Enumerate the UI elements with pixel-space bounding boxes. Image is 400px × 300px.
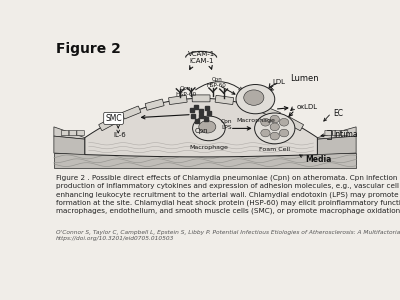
Ellipse shape — [193, 116, 225, 141]
FancyBboxPatch shape — [215, 95, 234, 104]
Ellipse shape — [280, 118, 289, 126]
Ellipse shape — [254, 113, 295, 144]
Ellipse shape — [244, 90, 264, 105]
Ellipse shape — [199, 121, 216, 133]
FancyBboxPatch shape — [61, 130, 69, 136]
FancyBboxPatch shape — [262, 106, 280, 119]
Ellipse shape — [270, 115, 279, 123]
Text: EC: EC — [333, 109, 343, 118]
FancyBboxPatch shape — [192, 95, 210, 102]
Text: Macrophage: Macrophage — [236, 118, 275, 123]
Text: Macrophage: Macrophage — [190, 145, 228, 150]
Polygon shape — [54, 153, 356, 168]
Text: Intima: Intima — [333, 130, 358, 139]
Text: Cpn
HSP-60: Cpn HSP-60 — [207, 77, 226, 88]
Ellipse shape — [270, 123, 279, 131]
Polygon shape — [54, 127, 85, 139]
Ellipse shape — [236, 85, 275, 114]
Polygon shape — [54, 136, 85, 155]
Ellipse shape — [280, 129, 289, 137]
Text: Foam Cell: Foam Cell — [259, 147, 290, 152]
FancyBboxPatch shape — [333, 130, 340, 136]
FancyBboxPatch shape — [145, 99, 164, 110]
Text: Cpn
HSP-60: Cpn HSP-60 — [175, 86, 196, 97]
FancyBboxPatch shape — [340, 130, 348, 136]
Text: Media: Media — [306, 155, 332, 164]
FancyBboxPatch shape — [169, 95, 187, 104]
FancyBboxPatch shape — [325, 130, 332, 136]
Text: Cpn: Cpn — [194, 128, 208, 134]
FancyBboxPatch shape — [122, 106, 141, 119]
Text: IL-6: IL-6 — [113, 132, 126, 138]
Text: Figure 2: Figure 2 — [56, 42, 121, 56]
Text: Figure 2 . Possible direct effects of Chlamydia pneumoniae (Cpn) on atheromata. : Figure 2 . Possible direct effects of Ch… — [56, 175, 400, 214]
Polygon shape — [317, 136, 356, 155]
Text: VCAM-1
ICAM-1: VCAM-1 ICAM-1 — [188, 51, 215, 64]
Ellipse shape — [261, 118, 270, 126]
Text: Cpn
LPS: Cpn LPS — [221, 119, 232, 130]
Ellipse shape — [270, 132, 279, 140]
FancyBboxPatch shape — [285, 116, 304, 131]
FancyBboxPatch shape — [69, 130, 76, 136]
Text: LDL: LDL — [272, 79, 285, 85]
Text: O'Connor S, Taylor C, Campbell L, Epstein S, Libby P. Potential Infectious Etiol: O'Connor S, Taylor C, Campbell L, Epstei… — [56, 230, 400, 241]
FancyBboxPatch shape — [238, 99, 257, 110]
Polygon shape — [317, 127, 356, 139]
FancyBboxPatch shape — [99, 116, 118, 131]
Ellipse shape — [261, 129, 270, 137]
FancyBboxPatch shape — [77, 130, 84, 136]
Text: SMC: SMC — [105, 114, 122, 123]
Text: oxLDL: oxLDL — [296, 104, 318, 110]
Text: Lumen: Lumen — [290, 74, 319, 83]
Polygon shape — [85, 98, 317, 157]
